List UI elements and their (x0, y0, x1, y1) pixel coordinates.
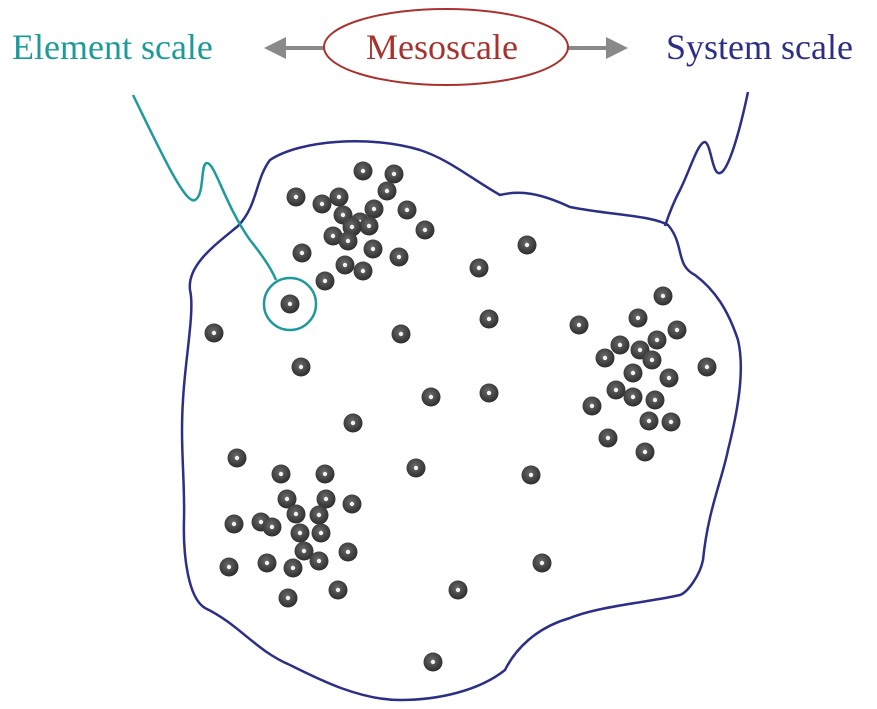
particle (647, 330, 667, 350)
particle (353, 161, 373, 181)
particle (595, 348, 615, 368)
particle (219, 557, 239, 577)
particle (377, 181, 397, 201)
particle (582, 396, 602, 416)
element-scale-label: Element scale (12, 27, 213, 67)
particle (423, 652, 443, 672)
particles (204, 161, 717, 672)
system-boundary (180, 140, 743, 702)
particle (328, 580, 348, 600)
particle (623, 363, 643, 383)
particle (316, 489, 336, 509)
particle (421, 387, 441, 407)
particle (639, 411, 659, 431)
particle (642, 350, 662, 370)
particle (517, 235, 537, 255)
particle (479, 383, 499, 403)
particle (364, 199, 384, 219)
particle (329, 187, 349, 207)
particle (606, 380, 626, 400)
particle (286, 187, 306, 207)
particle (291, 357, 311, 377)
arrow-right (568, 37, 628, 59)
particle (659, 368, 679, 388)
arrow-left (264, 37, 325, 59)
particle (338, 231, 358, 251)
particle (277, 489, 297, 509)
particle (286, 504, 306, 524)
particle (415, 220, 435, 240)
particle (290, 523, 310, 543)
particle (610, 335, 630, 355)
particle (397, 200, 417, 220)
particle (623, 387, 643, 407)
particle (315, 464, 335, 484)
element-scale-leader (131, 94, 278, 281)
particle (309, 551, 329, 571)
particle (448, 580, 468, 600)
particle (338, 542, 358, 562)
particle (343, 413, 363, 433)
particle (406, 458, 426, 478)
particle (521, 465, 541, 485)
element-scale-circle (262, 276, 318, 332)
particle (309, 505, 329, 525)
particle (667, 320, 687, 340)
particle (384, 164, 404, 184)
particle (292, 243, 312, 263)
particle (294, 541, 314, 561)
particle (532, 553, 552, 573)
particle (569, 315, 589, 335)
particle (271, 464, 291, 484)
particle (598, 428, 618, 448)
particle (653, 286, 673, 306)
particle (391, 324, 411, 344)
particle (257, 553, 277, 573)
particle (342, 494, 362, 514)
particle (697, 357, 717, 377)
particle (645, 390, 665, 410)
particle (227, 448, 247, 468)
mesoscale-label: Mesoscale (366, 27, 518, 67)
particle (311, 523, 331, 543)
mesoscale-ellipse (323, 8, 569, 86)
particle (389, 247, 409, 267)
particle (363, 239, 383, 259)
particle (469, 258, 489, 278)
particle (628, 308, 648, 328)
particle (359, 216, 379, 236)
particle (283, 558, 303, 578)
particle (315, 271, 335, 291)
particle (224, 514, 244, 534)
particle (661, 412, 681, 432)
system-scale-leader (663, 91, 750, 227)
particle (635, 442, 655, 462)
system-scale-label: System scale (666, 27, 853, 67)
particle (262, 517, 282, 537)
particle (278, 588, 298, 608)
particle (280, 294, 300, 314)
particle (479, 309, 499, 329)
particle (335, 255, 355, 275)
particle (204, 323, 224, 343)
particle (312, 194, 332, 214)
particle (353, 261, 373, 281)
particle (323, 226, 343, 246)
